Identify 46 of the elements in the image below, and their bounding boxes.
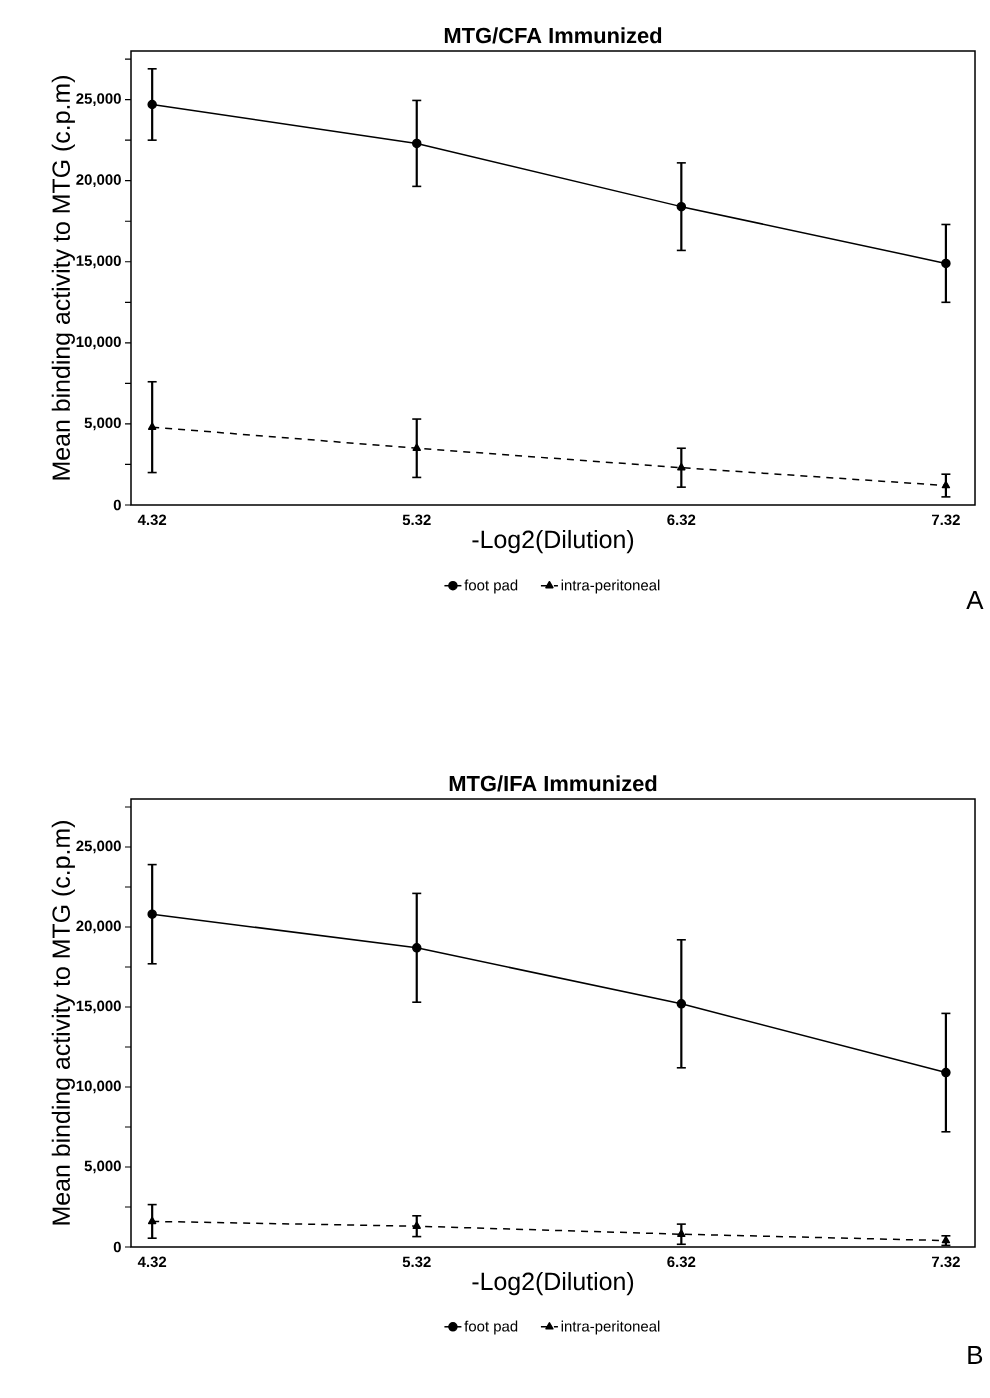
- point: [147, 422, 157, 430]
- y-axis-title: Mean binding activity to MTG (c.p.m): [51, 76, 75, 480]
- x-tick-label: 4.32: [137, 1256, 167, 1268]
- legend-label: intra-peritoneal: [561, 1320, 660, 1335]
- text: B: [968, 1346, 983, 1364]
- y-tick-label: 15,000: [76, 1000, 121, 1014]
- chart-title: MTG/CFA Immunized: [444, 27, 662, 44]
- y-tick-label: 20,000: [76, 920, 121, 934]
- point: [941, 1067, 951, 1078]
- point: [147, 99, 157, 110]
- y-tick-label: 10,000: [76, 336, 121, 350]
- y-tick-label: 25,000: [76, 93, 121, 106]
- point: [676, 999, 687, 1009]
- point: [677, 1229, 686, 1237]
- x-tick-label: 4.32: [137, 514, 167, 526]
- y-tick-label: 5,000: [84, 1160, 121, 1174]
- y-tick-label: 25,000: [76, 840, 121, 854]
- y-axis-title: Mean binding activity to MTG (c.p.m): [51, 821, 75, 1225]
- x-tick-label: 5.32: [402, 1256, 431, 1268]
- point: [677, 462, 686, 471]
- x-tick-label: 5.32: [402, 514, 431, 526]
- legend-label: intra-peritoneal: [561, 579, 660, 594]
- point: [412, 138, 422, 149]
- x-tick-label: 7.32: [932, 514, 960, 526]
- point: [412, 443, 421, 451]
- x-tick-label: 6.32: [667, 1256, 696, 1268]
- y-tick-label: 10,000: [76, 1080, 121, 1094]
- y-tick-label: 15,000: [76, 255, 121, 269]
- point: [412, 943, 422, 953]
- x-axis-title: -Log2(Dilution): [472, 1271, 634, 1296]
- x-tick-label: 6.32: [667, 514, 696, 526]
- point: [676, 201, 687, 212]
- x-axis-title: -Log2(Dilution): [472, 529, 634, 554]
- point: [147, 909, 157, 919]
- chart-title: MTG/IFA Immunized: [449, 775, 657, 792]
- y-tick-label: 0: [113, 1241, 121, 1253]
- y-tick-label: 0: [113, 499, 121, 511]
- x-tick-label: 7.32: [932, 1256, 960, 1268]
- y-tick-label: 5,000: [84, 417, 121, 431]
- point: [412, 1221, 421, 1229]
- legend-label: foot pad: [464, 1320, 518, 1335]
- point: [941, 258, 951, 269]
- point: [147, 1216, 157, 1225]
- legend-label: foot pad: [464, 579, 518, 594]
- y-tick-label: 20,000: [76, 174, 121, 188]
- text: A: [966, 591, 984, 609]
